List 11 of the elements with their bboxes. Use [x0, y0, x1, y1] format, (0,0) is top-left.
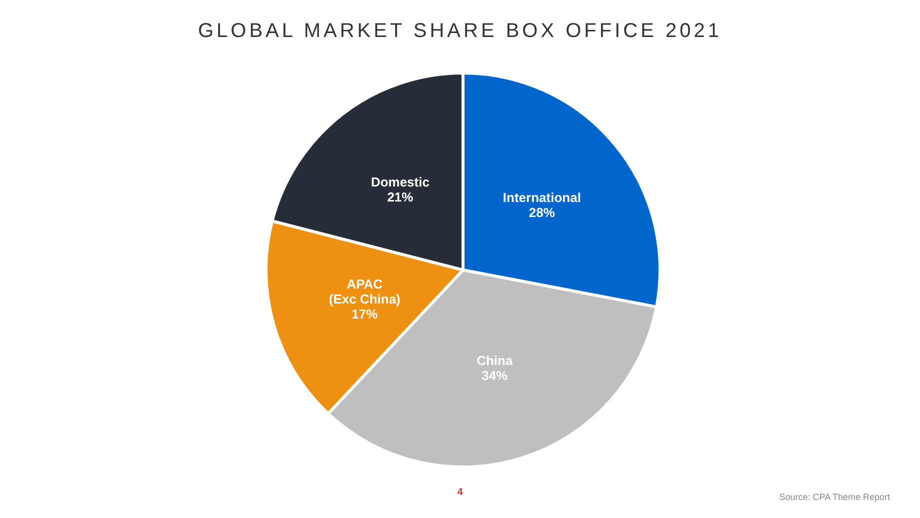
data-label: 17% [352, 306, 378, 322]
data-label: 34% [482, 367, 508, 382]
data-label: 21% [387, 189, 414, 204]
chart-title: GLOBAL MARKET SHARE BOX OFFICE 2021 [196, 20, 724, 43]
slice-label: Domestic [370, 174, 430, 190]
data-label: 28% [528, 204, 556, 220]
slice-label: China [476, 352, 514, 368]
source-note: Source: CPA Theme Report [779, 492, 890, 502]
text: 4 [456, 487, 464, 498]
slice-label: APAC (Exc China) [328, 276, 400, 306]
slice-label: International [502, 190, 581, 205]
